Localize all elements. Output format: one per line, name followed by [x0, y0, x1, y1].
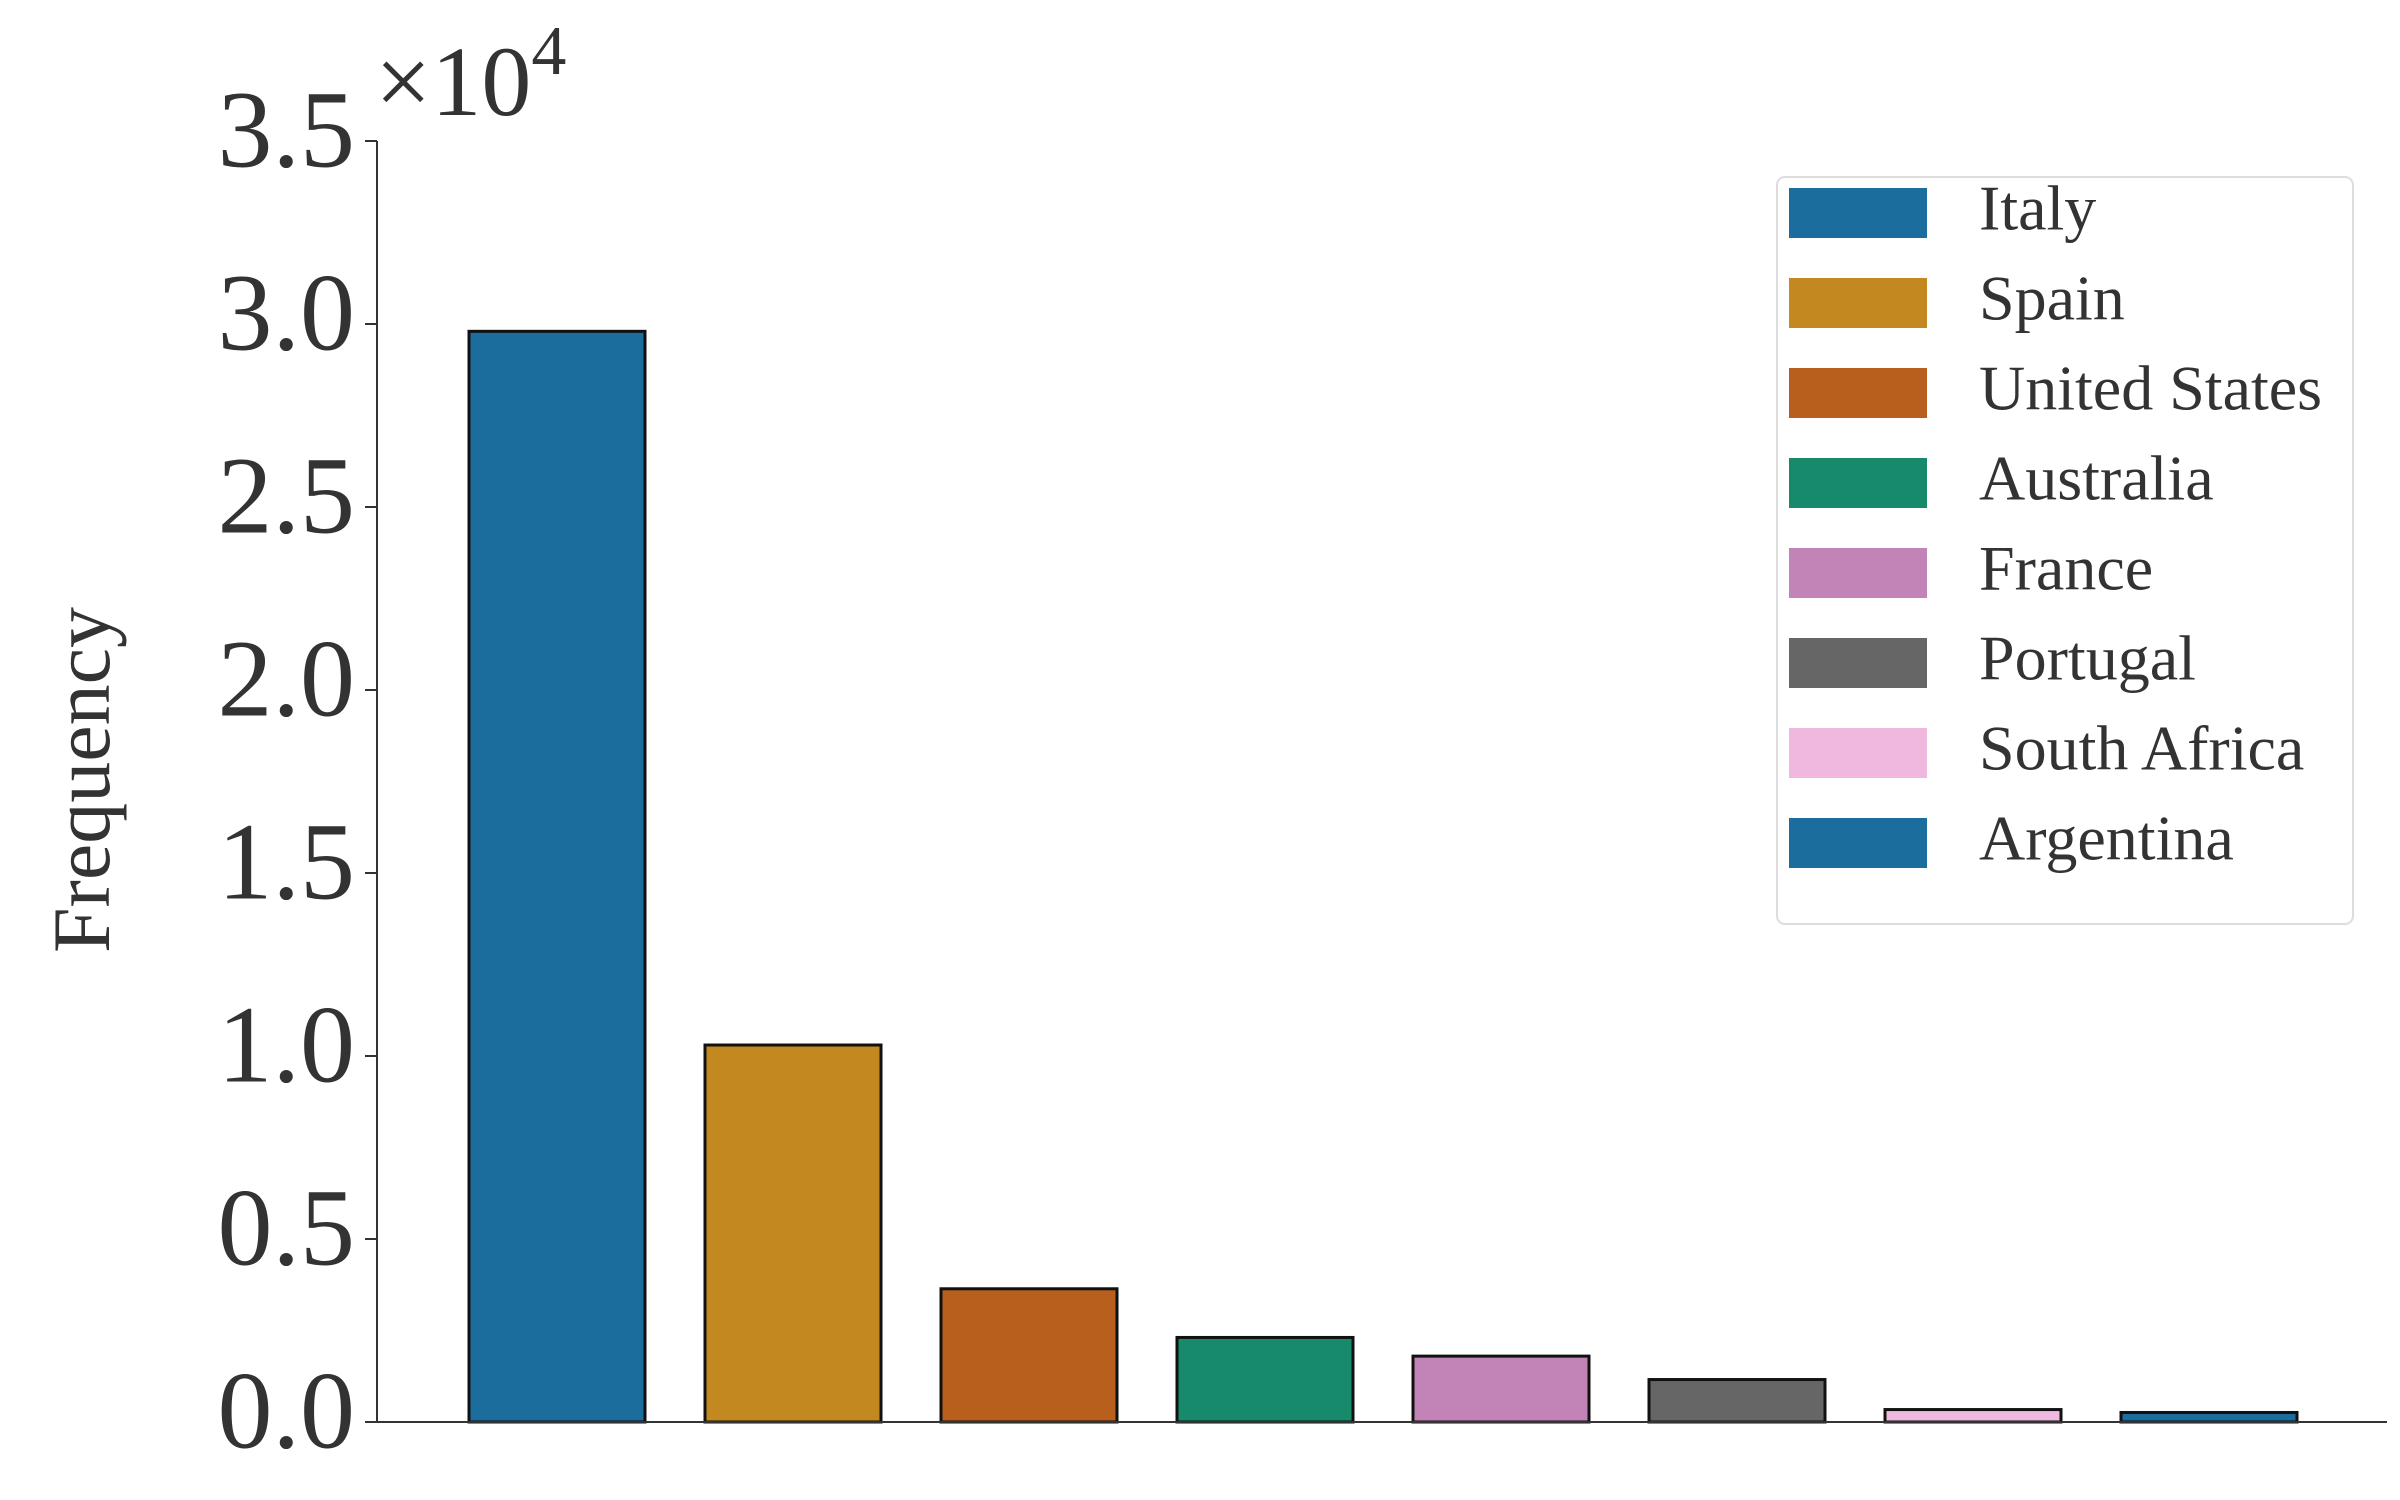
bar: [467, 329, 647, 1424]
y-tick-label: 0.0: [218, 1349, 356, 1471]
legend-swatch: [1789, 638, 1927, 688]
legend-swatch: [1789, 728, 1927, 778]
y-axis-label: Frequency: [36, 607, 127, 953]
y-tick-label: 1.0: [218, 983, 356, 1105]
y-scale-label: ×104: [375, 13, 566, 137]
bar: [939, 1287, 1119, 1424]
legend-swatch: [1789, 458, 1927, 508]
bar: [1411, 1354, 1591, 1424]
y-tick-label: 3.5: [218, 68, 356, 190]
y-scale-exponent: 4: [531, 13, 566, 90]
legend-swatch: [1789, 368, 1927, 418]
y-tick-label: 0.5: [218, 1166, 356, 1288]
bar: [1647, 1378, 1827, 1424]
legend-label: France: [1979, 533, 2153, 604]
y-tick-label: 2.0: [218, 617, 356, 739]
legend-label: Australia: [1979, 443, 2214, 514]
y-tick-label: 1.5: [218, 800, 356, 922]
legend-label: Portugal: [1979, 623, 2196, 694]
legend-swatch: [1789, 188, 1927, 238]
legend-swatch: [1789, 278, 1927, 328]
bar: [2119, 1410, 2299, 1424]
legend-label: South Africa: [1979, 713, 2304, 784]
bar: [1175, 1335, 1355, 1424]
legend-label: United States: [1979, 353, 2322, 424]
legend-label: Spain: [1979, 263, 2125, 334]
bar: [703, 1043, 883, 1424]
bar: [1883, 1408, 2063, 1424]
y-tick-label: 2.5: [218, 434, 356, 556]
legend-swatch: [1789, 548, 1927, 598]
legend-swatch: [1789, 818, 1927, 868]
legend-label: Italy: [1979, 173, 2096, 244]
y-scale-base: ×10: [375, 26, 531, 137]
legend-label: Argentina: [1979, 803, 2234, 874]
y-tick-label: 3.0: [218, 251, 356, 373]
